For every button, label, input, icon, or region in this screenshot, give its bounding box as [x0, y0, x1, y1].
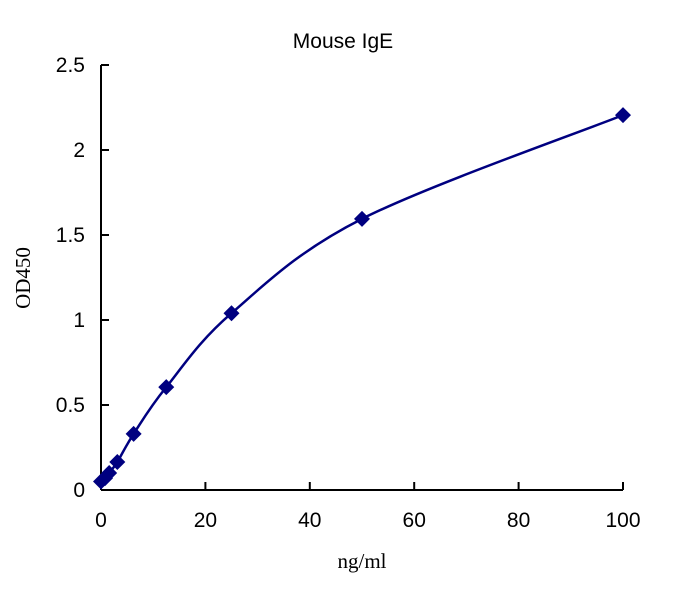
series-line	[100, 113, 624, 483]
y-tick-label: 0	[73, 479, 85, 502]
y-tick-label: 1.5	[56, 224, 85, 247]
data-point	[109, 453, 126, 470]
data-point	[615, 107, 631, 124]
y-tick-label: 2	[73, 139, 85, 162]
y-tick-label: 1	[73, 309, 85, 332]
x-tick-label: 60	[403, 509, 426, 532]
data-point	[158, 379, 175, 396]
x-tick-label: 40	[298, 509, 321, 532]
data-point	[354, 210, 370, 227]
y-axis-label: OD450	[11, 247, 35, 309]
x-tick-label: 100	[605, 509, 640, 532]
y-tick-label: 2.5	[56, 54, 85, 77]
chart-title: Mouse IgE	[293, 30, 393, 53]
x-tick-label: 20	[194, 509, 217, 532]
data-point	[223, 305, 240, 322]
data-point	[125, 425, 142, 442]
x-tick-label: 0	[95, 509, 107, 532]
y-tick-label: 0.5	[56, 394, 85, 417]
x-axis-label: ng/ml	[337, 549, 386, 573]
x-tick-label: 80	[507, 509, 530, 532]
data-point	[101, 465, 118, 481]
